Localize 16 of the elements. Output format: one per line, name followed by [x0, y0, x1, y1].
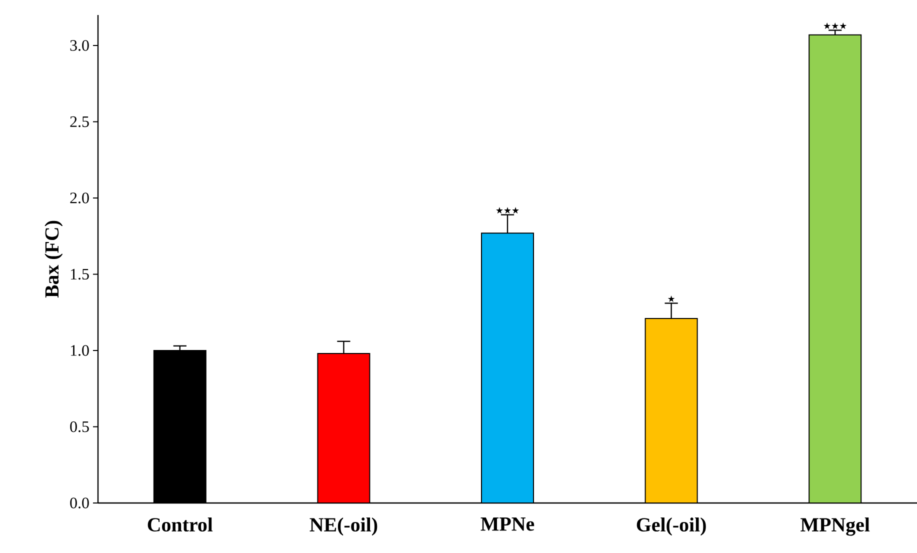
y-tick-label: 0.5: [70, 421, 89, 432]
y-tick-label: 1.5: [70, 268, 89, 280]
x-tick-label: MPNgel: [800, 518, 870, 536]
y-tick-label: 2.0: [70, 192, 89, 204]
annotation: ★★★: [496, 207, 519, 214]
y-tick-label: 1.0: [70, 345, 89, 356]
annotation: ★: [668, 296, 675, 302]
x-tick-label: NE(-oil): [310, 518, 378, 536]
annotation: ★★★: [824, 22, 847, 30]
x-tick-label: Control: [148, 518, 213, 532]
y-tick-label: 3.0: [70, 40, 89, 51]
x-tick-label: Gel(-oil): [636, 518, 706, 536]
y-tick-label: 0.0: [70, 498, 89, 508]
y-axis-title: Bax (FC): [44, 220, 63, 298]
x-tick-label: MPNe: [480, 518, 534, 531]
y-tick-label: 2.5: [70, 116, 89, 128]
